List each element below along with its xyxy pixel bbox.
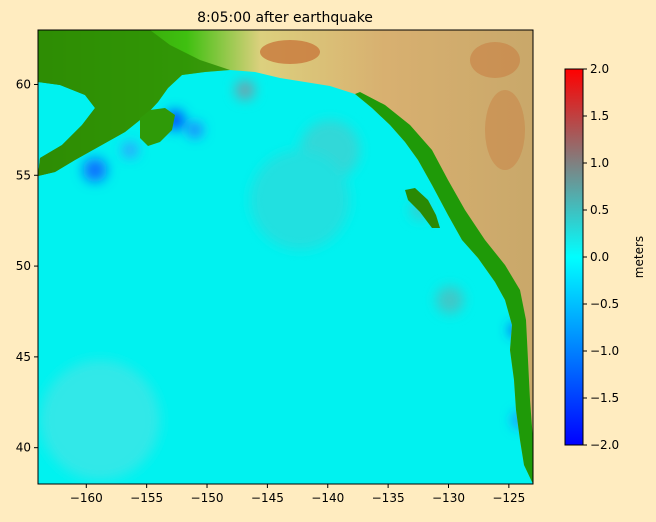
y-tick-label: 45 (16, 350, 31, 364)
chart-title: 8:05:00 after earthquake (197, 10, 373, 26)
x-tick-label: −160 (70, 491, 103, 505)
kodiak-island (140, 108, 175, 146)
y-tick-label: 60 (16, 77, 31, 91)
colorbar-tick-label: −1.5 (590, 391, 619, 405)
mountain-range (470, 42, 520, 78)
y-tick-label: 55 (16, 168, 31, 182)
wave-anomaly (187, 122, 203, 138)
colorbar-label: meters (632, 236, 646, 278)
wave-anomaly (250, 150, 350, 250)
wave-anomaly (235, 80, 255, 100)
colorbar-gradient (564, 68, 584, 446)
mountain-range (260, 40, 320, 64)
colorbar-tick-label: 1.0 (590, 156, 609, 170)
x-tick-label: −140 (311, 491, 344, 505)
y-axis: 40 45 50 55 60 (16, 77, 38, 455)
x-tick-label: −125 (492, 491, 525, 505)
colorbar-tick-label: 0.5 (590, 203, 609, 217)
wave-anomaly (83, 158, 107, 182)
colorbar-tick-label: 1.5 (590, 109, 609, 123)
mountain-range (485, 90, 525, 170)
x-tick-label: −130 (432, 491, 465, 505)
land-lowland (38, 30, 230, 176)
axes-frame (37, 29, 534, 485)
wave-anomaly (122, 142, 138, 158)
vancouver-island (405, 188, 440, 228)
colorbar-tick-label: −1.0 (590, 344, 619, 358)
x-axis: −160 −155 −150 −145 −140 −135 −130 −125 (70, 484, 525, 505)
colorbar-tick-label: −0.5 (590, 297, 619, 311)
x-tick-label: −150 (191, 491, 224, 505)
colorbar-tick-label: −2.0 (590, 438, 619, 452)
colorbar-tick-label: 2.0 (590, 62, 609, 76)
x-tick-label: −145 (251, 491, 284, 505)
y-tick-label: 50 (16, 259, 31, 273)
map-area (38, 30, 533, 484)
wave-anomaly (436, 286, 464, 314)
y-tick-label: 40 (16, 441, 31, 455)
colorbar-tick-label: 0.0 (590, 250, 609, 264)
colorbar: meters 2.0 1.5 1.0 0.5 0.0 −0.5 −1.0 −1.5 −2.0 (564, 62, 646, 452)
x-tick-label: −155 (130, 491, 163, 505)
x-tick-label: −135 (372, 491, 405, 505)
wave-anomaly (40, 360, 160, 480)
